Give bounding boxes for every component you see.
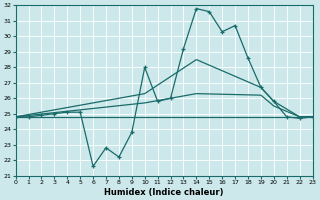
X-axis label: Humidex (Indice chaleur): Humidex (Indice chaleur) <box>104 188 224 197</box>
